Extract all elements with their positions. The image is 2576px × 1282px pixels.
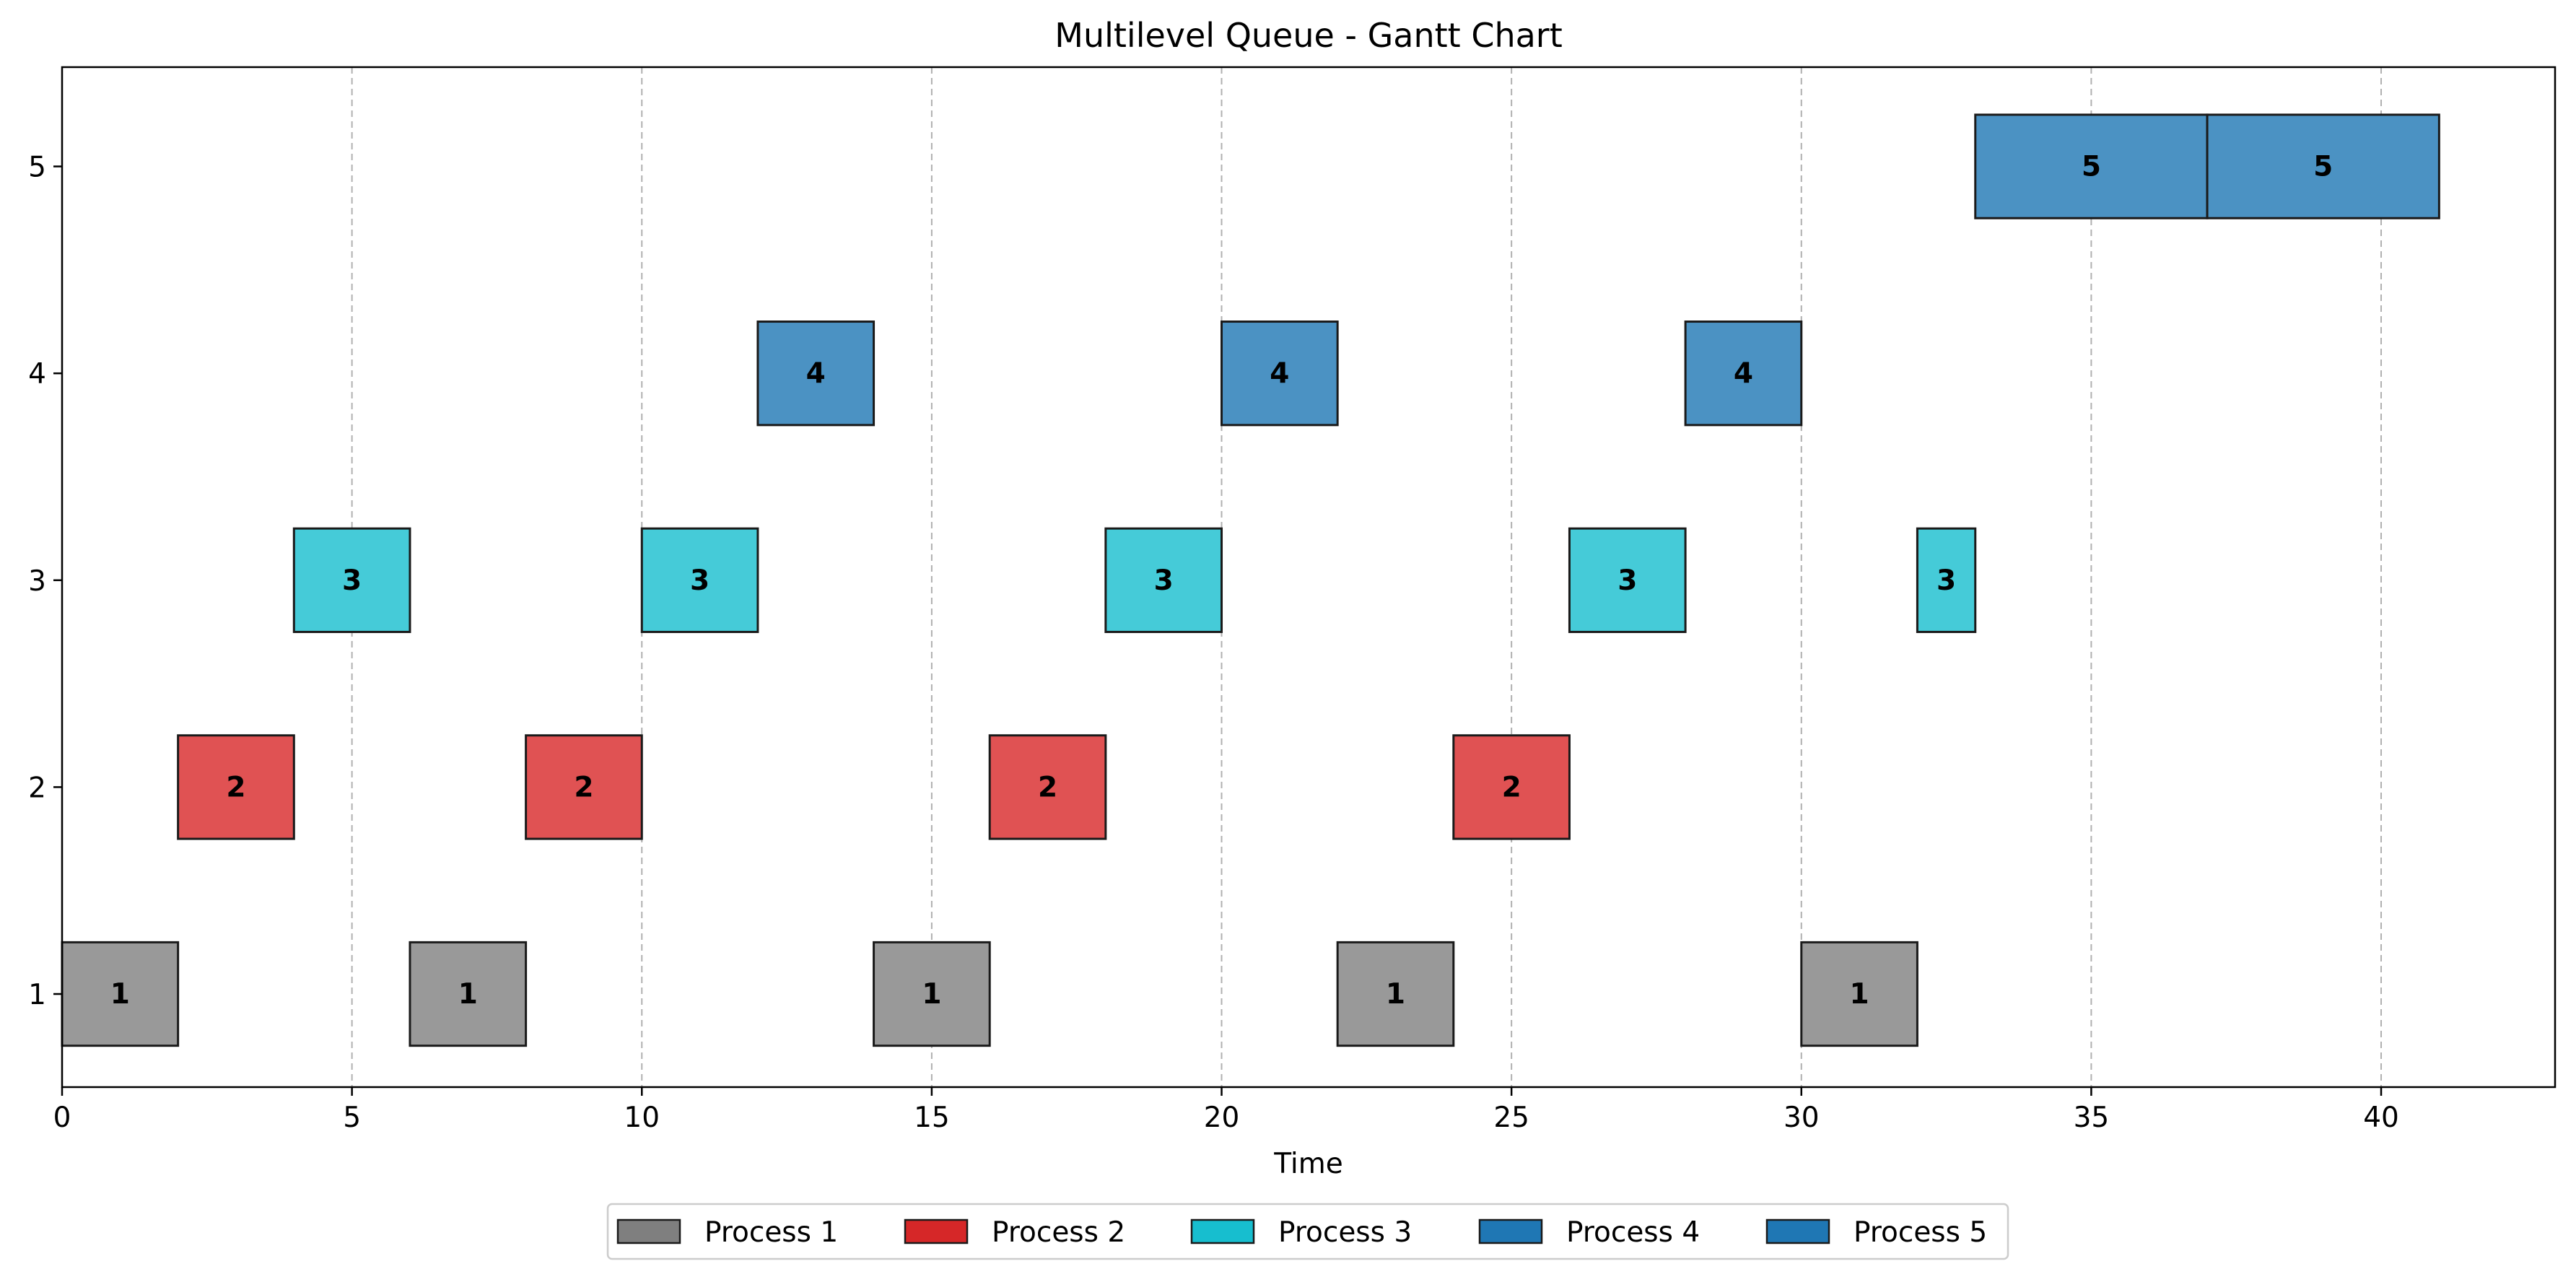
gantt-bar: [1916, 527, 1977, 633]
legend-label: Process 1: [704, 1216, 838, 1249]
bar-label: 5: [2082, 151, 2101, 183]
gantt-bar: [1800, 941, 1918, 1047]
y-tick-label: 4: [28, 358, 46, 391]
bar-label: 1: [1850, 978, 1869, 1011]
legend-swatch: [1765, 1218, 1830, 1244]
legend-label: Process 4: [1566, 1216, 1700, 1249]
legend-swatch: [1190, 1218, 1255, 1244]
gantt-bar: [409, 941, 528, 1047]
bar-label: 1: [1386, 978, 1405, 1011]
bars-layer: 1 1 1 1 1 2 2 2 2 3 3 3 3 3 4 4 4 5 5: [61, 113, 2440, 1047]
legend-label: Process 5: [1854, 1216, 1987, 1249]
y-tick-label: 5: [28, 152, 46, 184]
legend-swatch: [904, 1218, 969, 1244]
bar-label: 2: [574, 771, 593, 803]
x-tick-label: 40: [2363, 1102, 2399, 1134]
y-tick-label: 3: [28, 565, 46, 598]
bar-label: 4: [1734, 357, 1753, 390]
gantt-bar: [1336, 941, 1455, 1047]
plot-area-frame: [61, 66, 2557, 1089]
chart-title: Multilevel Queue - Gantt Chart: [1055, 16, 1563, 55]
gantt-bar: [1568, 527, 1687, 633]
gantt-bar: [1684, 320, 1803, 427]
x-tick-label: 30: [1783, 1102, 1820, 1134]
bar-label: 4: [1270, 357, 1289, 390]
bar-label: 1: [458, 978, 478, 1011]
x-tick-label: 5: [343, 1102, 361, 1134]
y-tick-label: 1: [28, 979, 46, 1011]
bar-label: 3: [1154, 564, 1174, 597]
bar-label: 3: [1617, 564, 1637, 597]
gantt-bar: [756, 320, 876, 427]
bar-label: 4: [806, 357, 826, 390]
gantt-bar: [1104, 527, 1223, 633]
x-tick-label: 0: [53, 1102, 71, 1134]
gantt-bar: [292, 527, 411, 633]
bar-label: 3: [342, 564, 362, 597]
x-tick-label: 35: [2074, 1102, 2110, 1134]
gantt-bar: [61, 941, 180, 1047]
gantt-bar: [640, 527, 759, 633]
bar-label: 1: [922, 978, 941, 1011]
x-tick-label: 15: [914, 1102, 950, 1134]
gantt-bar: [2206, 113, 2440, 219]
gantt-bar: [1974, 113, 2209, 219]
bar-label: 3: [1937, 564, 1956, 597]
bar-label: 2: [1038, 771, 1057, 803]
bar-label: 5: [2313, 151, 2333, 183]
gantt-bar: [1452, 734, 1571, 840]
legend-swatch: [616, 1218, 681, 1244]
legend-box: [606, 1203, 2009, 1260]
legend-label: Process 2: [992, 1216, 1125, 1249]
gantt-bar: [177, 734, 295, 840]
gantt-bar: [525, 734, 643, 840]
bar-label: 2: [1502, 771, 1521, 803]
x-tick-label: 20: [1204, 1102, 1240, 1134]
legend: Process 1 Process 2 Process 3 Process 4 Proc…: [606, 1203, 2009, 1260]
y-tick-label: 2: [28, 772, 46, 804]
bar-label: 3: [690, 564, 710, 597]
bar-label: 2: [226, 771, 245, 803]
bar-label: 1: [110, 978, 130, 1011]
x-tick-label: 25: [1493, 1102, 1529, 1134]
gantt-bar: [873, 941, 991, 1047]
gantt-bar: [1221, 320, 1339, 427]
x-axis-label: Time: [1273, 1148, 1342, 1180]
x-tick-label: 10: [624, 1102, 660, 1134]
gantt-bar: [988, 734, 1107, 840]
legend-label: Process 3: [1278, 1216, 1412, 1249]
legend-swatch: [1478, 1218, 1543, 1244]
